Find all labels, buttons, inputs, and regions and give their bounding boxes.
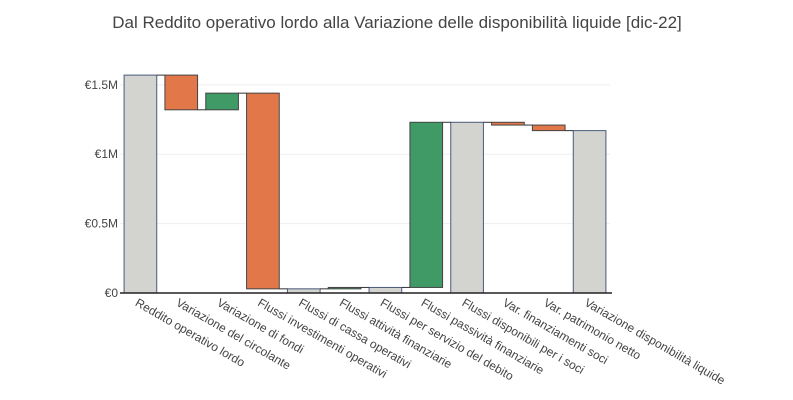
- bar: [409, 121, 444, 288]
- bar: [164, 74, 199, 111]
- y-tick-label: €0: [105, 286, 119, 300]
- y-tick-label: €1.5M: [85, 78, 118, 92]
- bar: [368, 286, 403, 294]
- bar: [450, 121, 484, 294]
- y-tick-label: €1M: [95, 147, 118, 161]
- bar: [572, 130, 607, 294]
- chart-title: Dal Reddito operativo lordo alla Variazi…: [112, 13, 682, 32]
- bar: [123, 74, 158, 294]
- bar: [205, 92, 239, 111]
- bar: [491, 121, 525, 126]
- y-tick-label: €0.5M: [85, 217, 118, 231]
- bar: [327, 286, 362, 290]
- bar: [246, 92, 280, 290]
- bar: [531, 124, 566, 132]
